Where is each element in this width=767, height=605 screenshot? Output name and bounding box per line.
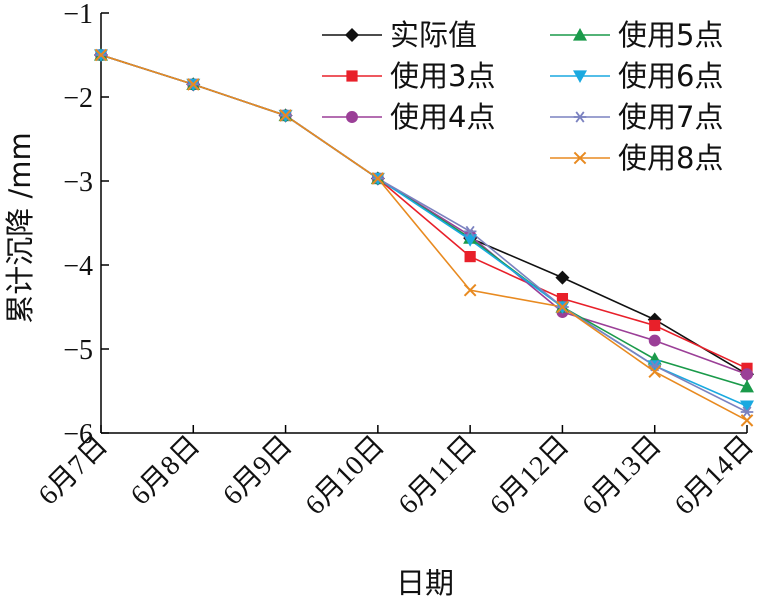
legend-marker	[573, 111, 587, 123]
legend-marker	[346, 111, 358, 123]
data-point	[556, 300, 569, 314]
legend-label: 使用6点	[618, 59, 723, 93]
series-line-7	[100, 54, 748, 422]
y-tick-label: −1	[63, 0, 93, 30]
legend-label: 实际值	[390, 18, 477, 52]
legend-item[interactable]: 使用8点	[550, 141, 723, 175]
legend-item[interactable]: 实际值	[322, 18, 477, 52]
y-tick-label: −2	[63, 83, 93, 114]
legend-label: 使用4点	[390, 100, 495, 134]
y-tick-label: −6	[63, 419, 93, 450]
y-axis-title: 累计沉降 /mm	[3, 132, 37, 324]
legend-marker	[573, 28, 587, 41]
y-tick-label: −5	[63, 335, 93, 366]
series-markers-1	[94, 48, 754, 382]
axes	[100, 13, 747, 434]
series-lines	[100, 54, 748, 422]
legend-marker	[573, 151, 587, 165]
x-tick-label: 6月10日	[300, 430, 391, 521]
data-point	[463, 225, 477, 237]
series-markers	[94, 48, 754, 427]
data-point	[648, 334, 661, 347]
data-point	[740, 379, 754, 393]
legend-item[interactable]: 使用5点	[550, 18, 723, 52]
data-point	[740, 414, 754, 427]
data-point	[555, 270, 570, 285]
legend-marker	[573, 70, 587, 83]
legend-label: 使用3点	[390, 59, 495, 93]
data-point	[649, 319, 661, 332]
y-tick-label: −4	[63, 251, 93, 282]
legend-label: 使用7点	[618, 100, 723, 134]
data-point	[279, 109, 292, 122]
x-tick-label: 6月14日	[669, 430, 760, 521]
legend-item[interactable]: 使用7点	[550, 100, 723, 134]
data-point	[94, 48, 108, 62]
y-tick-label: −3	[63, 167, 93, 198]
data-point	[186, 78, 200, 91]
data-point	[463, 283, 477, 297]
data-point	[464, 251, 476, 263]
data-point	[741, 368, 753, 381]
legend-marker	[346, 70, 358, 82]
series-markers-7	[94, 48, 754, 427]
legend-label: 使用8点	[618, 141, 723, 175]
data-point	[371, 172, 385, 185]
data-point	[740, 400, 754, 414]
x-ticks: 6月7日 6月8日 6月9日 6月10日 6月11日 6月12日 6月13日 6月14日	[33, 425, 760, 521]
legend-item[interactable]: 使用3点	[322, 59, 495, 93]
x-tick-label: 6月13日	[576, 430, 667, 521]
data-point	[463, 234, 478, 247]
data-point	[740, 406, 754, 418]
legend-item[interactable]: 使用6点	[550, 59, 723, 93]
data-point	[648, 365, 662, 378]
x-tick-label: 6月12日	[484, 430, 575, 521]
x-axis-title: 日期	[396, 566, 454, 600]
legend-label: 使用5点	[618, 18, 723, 52]
series-markers-2	[95, 49, 753, 374]
x-tick-label: 6月11日	[393, 430, 483, 520]
x-tick-label: 6月9日	[217, 430, 298, 511]
x-tick-label: 6月8日	[125, 430, 206, 511]
legend-marker	[345, 28, 359, 42]
legend-item[interactable]: 使用4点	[322, 100, 495, 134]
y-ticks: −1 −2 −3 −4 −5 −6	[63, 0, 109, 450]
data-point	[556, 293, 569, 305]
